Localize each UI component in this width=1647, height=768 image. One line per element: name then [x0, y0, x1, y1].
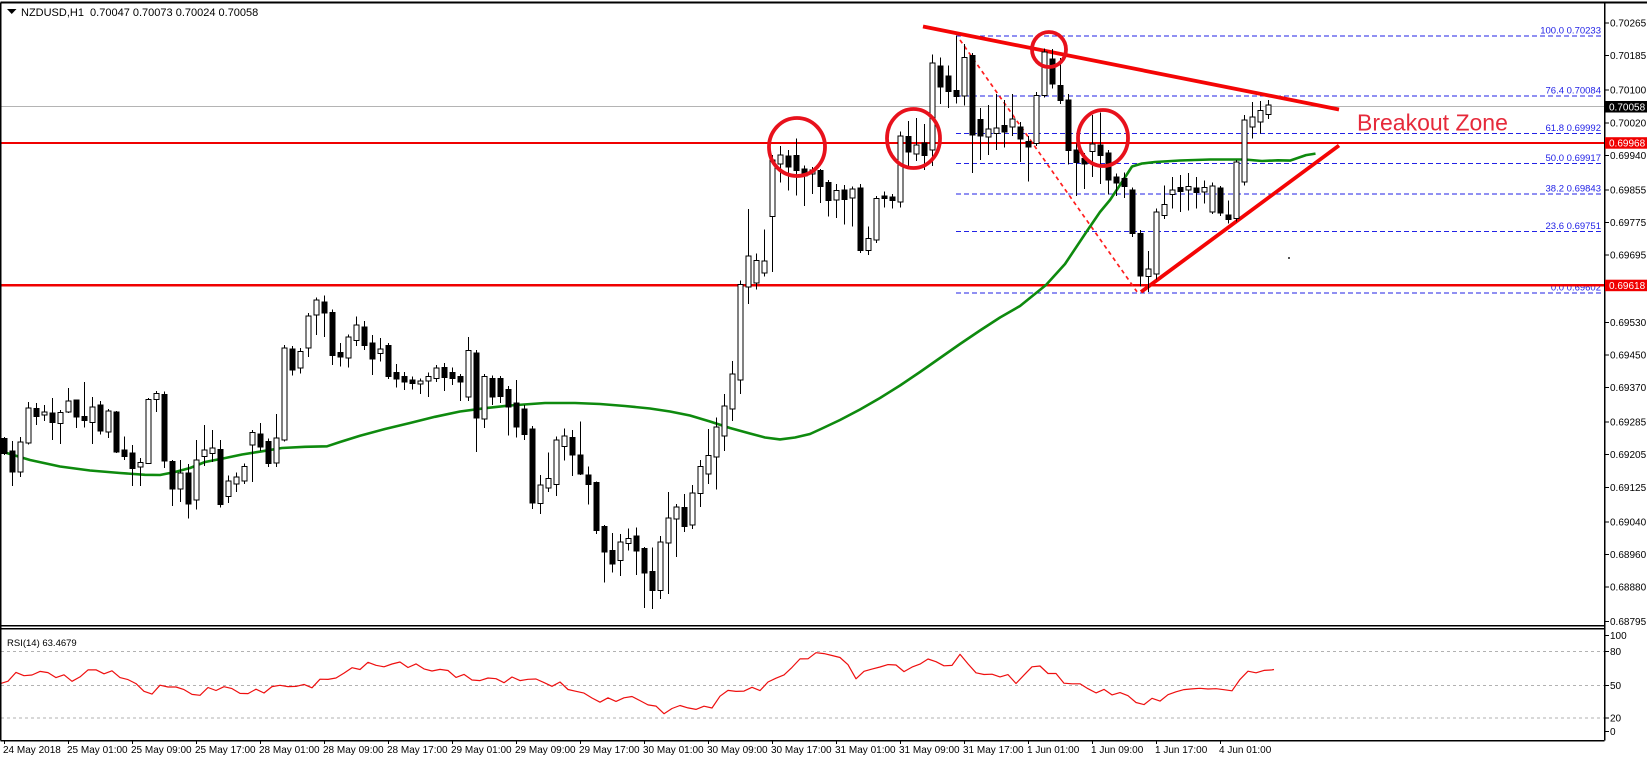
svg-text:1 Jun 17:00: 1 Jun 17:00	[1155, 745, 1208, 756]
svg-text:50: 50	[1610, 681, 1622, 692]
svg-text:28 May 01:00: 28 May 01:00	[259, 745, 320, 756]
svg-text:1 Jun 09:00: 1 Jun 09:00	[1091, 745, 1144, 756]
svg-text:RSI(14) 63.4679: RSI(14) 63.4679	[7, 638, 77, 649]
svg-text:0.68960: 0.68960	[1610, 550, 1647, 561]
svg-text:0.0 0.69602: 0.0 0.69602	[1551, 282, 1601, 293]
svg-text:0.69370: 0.69370	[1610, 383, 1647, 394]
svg-text:4 Jun 01:00: 4 Jun 01:00	[1219, 745, 1272, 756]
svg-text:23.6 0.69751: 23.6 0.69751	[1546, 221, 1601, 232]
svg-text:0.69530: 0.69530	[1610, 318, 1647, 329]
svg-text:25 May 09:00: 25 May 09:00	[131, 745, 192, 756]
svg-text:0.69940: 0.69940	[1610, 151, 1647, 162]
svg-text:100: 100	[1610, 631, 1627, 642]
svg-text:0: 0	[1610, 727, 1616, 738]
svg-text:0.69125: 0.69125	[1610, 483, 1647, 494]
svg-text:38.2 0.69843: 38.2 0.69843	[1546, 183, 1601, 194]
svg-text:25 May 17:00: 25 May 17:00	[195, 745, 256, 756]
svg-text:0.70265: 0.70265	[1610, 19, 1647, 30]
svg-text:100.0 0.70233: 100.0 0.70233	[1540, 25, 1601, 36]
svg-text:29 May 17:00: 29 May 17:00	[579, 745, 640, 756]
svg-text:76.4 0.70084: 76.4 0.70084	[1546, 86, 1601, 97]
svg-text:0.69695: 0.69695	[1610, 251, 1647, 262]
svg-text:30 May 09:00: 30 May 09:00	[707, 745, 768, 756]
svg-text:0.69775: 0.69775	[1610, 218, 1647, 229]
svg-text:29 May 09:00: 29 May 09:00	[515, 745, 576, 756]
svg-text:0.69285: 0.69285	[1610, 418, 1647, 429]
svg-text:1 Jun 01:00: 1 Jun 01:00	[1027, 745, 1080, 756]
svg-text:50.0 0.69917: 50.0 0.69917	[1546, 153, 1601, 164]
svg-text:0.70020: 0.70020	[1610, 118, 1647, 129]
svg-text:24 May 2018: 24 May 2018	[3, 745, 61, 756]
svg-text:31 May 09:00: 31 May 09:00	[899, 745, 960, 756]
svg-text:31 May 17:00: 31 May 17:00	[963, 745, 1024, 756]
svg-text:30 May 01:00: 30 May 01:00	[643, 745, 704, 756]
svg-text:30 May 17:00: 30 May 17:00	[771, 745, 832, 756]
svg-text:0.69618: 0.69618	[1609, 281, 1646, 292]
svg-text:0.69205: 0.69205	[1610, 450, 1647, 461]
svg-text:0.69968: 0.69968	[1609, 139, 1646, 150]
svg-text:0.70100: 0.70100	[1610, 86, 1647, 97]
svg-text:0.68880: 0.68880	[1610, 583, 1647, 594]
svg-text:28 May 17:00: 28 May 17:00	[387, 745, 448, 756]
svg-text:31 May 01:00: 31 May 01:00	[835, 745, 896, 756]
svg-text:Breakout Zone: Breakout Zone	[1357, 110, 1508, 136]
svg-text:0.69855: 0.69855	[1610, 186, 1647, 197]
svg-text:25 May 01:00: 25 May 01:00	[67, 745, 128, 756]
svg-text:29 May 01:00: 29 May 01:00	[451, 745, 512, 756]
svg-text:20: 20	[1610, 714, 1622, 725]
svg-text:0.70058: 0.70058	[1609, 103, 1646, 114]
svg-text:0.70185: 0.70185	[1610, 51, 1647, 62]
svg-text:61.8 0.69992: 61.8 0.69992	[1546, 123, 1601, 134]
svg-text:NZDUSD,H1 0.70047 0.70073 0.7: NZDUSD,H1 0.70047 0.70073 0.70024 0.7005…	[21, 7, 258, 19]
svg-text:0.69040: 0.69040	[1610, 517, 1647, 528]
svg-text:0.68795: 0.68795	[1610, 617, 1647, 628]
svg-text:28 May 09:00: 28 May 09:00	[323, 745, 384, 756]
svg-text:80: 80	[1610, 647, 1622, 658]
svg-text:0.69450: 0.69450	[1610, 350, 1647, 361]
